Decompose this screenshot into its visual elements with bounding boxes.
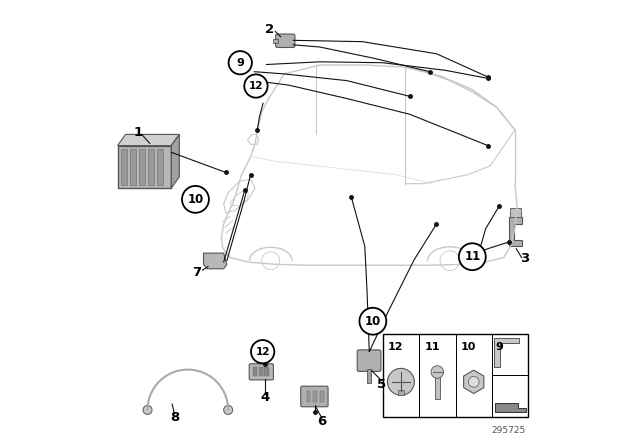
Bar: [148, 149, 154, 185]
Text: 295725: 295725: [492, 426, 526, 435]
Bar: [253, 367, 257, 376]
Text: 9: 9: [495, 342, 504, 352]
Circle shape: [468, 376, 479, 387]
Circle shape: [228, 51, 252, 74]
Text: 12: 12: [388, 342, 404, 352]
Polygon shape: [172, 134, 179, 188]
Text: 10: 10: [461, 342, 476, 352]
Text: 1: 1: [133, 125, 142, 139]
Bar: [320, 391, 324, 402]
Text: 9: 9: [236, 58, 244, 68]
Text: 11: 11: [424, 342, 440, 352]
Bar: [130, 149, 136, 185]
Bar: [510, 208, 521, 217]
Text: 10: 10: [365, 314, 381, 328]
Bar: [264, 367, 269, 376]
Bar: [118, 146, 172, 188]
Bar: [435, 372, 440, 399]
Bar: [259, 367, 263, 376]
Bar: [314, 391, 317, 402]
Circle shape: [360, 308, 387, 335]
Circle shape: [387, 368, 414, 395]
Circle shape: [431, 366, 444, 378]
Text: 11: 11: [464, 250, 481, 263]
FancyBboxPatch shape: [249, 364, 273, 380]
Polygon shape: [204, 253, 227, 269]
Polygon shape: [495, 403, 526, 412]
Text: 2: 2: [265, 22, 274, 36]
Circle shape: [251, 340, 275, 363]
Circle shape: [182, 186, 209, 213]
Bar: [157, 149, 163, 185]
Text: 6: 6: [317, 414, 326, 428]
Bar: [367, 369, 371, 383]
Bar: [307, 391, 310, 402]
Circle shape: [224, 405, 233, 414]
Circle shape: [262, 252, 280, 270]
Bar: [273, 39, 278, 43]
Bar: [121, 149, 127, 185]
Text: 5: 5: [377, 378, 387, 391]
Polygon shape: [463, 370, 484, 393]
Circle shape: [440, 251, 460, 271]
Text: 7: 7: [192, 266, 202, 279]
Text: 8: 8: [170, 411, 179, 424]
FancyBboxPatch shape: [357, 350, 381, 371]
Text: 4: 4: [260, 391, 270, 405]
Circle shape: [244, 74, 268, 98]
Text: 12: 12: [249, 81, 263, 91]
FancyBboxPatch shape: [301, 386, 328, 407]
FancyBboxPatch shape: [276, 34, 295, 47]
Text: 12: 12: [255, 347, 270, 357]
Bar: [139, 149, 145, 185]
Text: 10: 10: [188, 193, 204, 206]
Polygon shape: [118, 134, 179, 146]
Polygon shape: [509, 217, 522, 246]
Circle shape: [459, 243, 486, 270]
Bar: [398, 390, 404, 395]
Bar: [383, 334, 529, 417]
Circle shape: [143, 405, 152, 414]
Text: 3: 3: [520, 252, 530, 266]
Polygon shape: [494, 338, 519, 367]
